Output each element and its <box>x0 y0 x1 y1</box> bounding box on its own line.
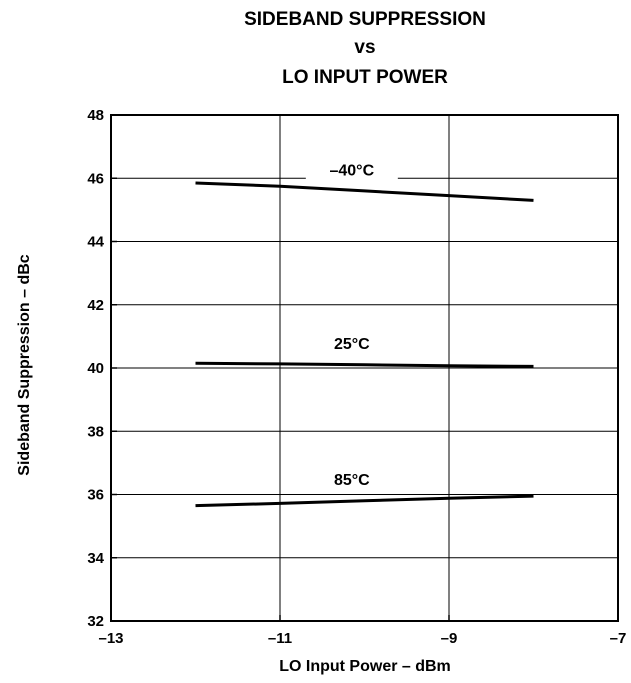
y-tick-label: 48 <box>87 107 104 124</box>
axis-ticks: 32 34 36 38 40 42 44 46 48 –13 –11 –9 –7 <box>87 107 626 647</box>
series-lines <box>195 181 534 508</box>
x-axis-label: LO Input Power – dBm <box>279 658 451 675</box>
chart-title-line-3: LO INPUT POWER <box>282 67 448 88</box>
x-tick-label: –7 <box>610 630 627 647</box>
series-label-2: 85°C <box>334 472 370 489</box>
y-tick-label: 40 <box>87 360 104 377</box>
series-label-bg <box>305 332 398 355</box>
y-axis-label: Sideband Suppression – dBc <box>16 254 33 475</box>
series-label-bg <box>305 159 398 182</box>
series-label-1: 25°C <box>334 336 370 353</box>
y-tick-label: 36 <box>87 487 104 504</box>
chart-title-line-1: SIDEBAND SUPPRESSION <box>244 9 486 30</box>
series-labels: –40°C 25°C 85°C <box>305 159 398 491</box>
x-tick-label: –13 <box>98 630 123 647</box>
chart-title-line-2: vs <box>354 37 375 58</box>
series-line-1 <box>195 361 534 368</box>
y-tick-label: 34 <box>87 550 104 567</box>
x-tick-label: –9 <box>441 630 458 647</box>
series-line-0 <box>195 181 534 202</box>
series-line-2 <box>195 494 534 508</box>
series-label-bg <box>305 468 398 491</box>
y-tick-label: 32 <box>87 613 104 630</box>
y-tick-label: 38 <box>87 423 104 440</box>
y-tick-label: 46 <box>87 170 104 187</box>
series-label-0: –40°C <box>329 163 374 180</box>
y-tick-label: 42 <box>87 297 104 314</box>
y-tick-label: 44 <box>87 234 104 251</box>
chart-title: SIDEBAND SUPPRESSION vs LO INPUT POWER <box>244 9 486 88</box>
x-tick-label: –11 <box>268 630 292 647</box>
